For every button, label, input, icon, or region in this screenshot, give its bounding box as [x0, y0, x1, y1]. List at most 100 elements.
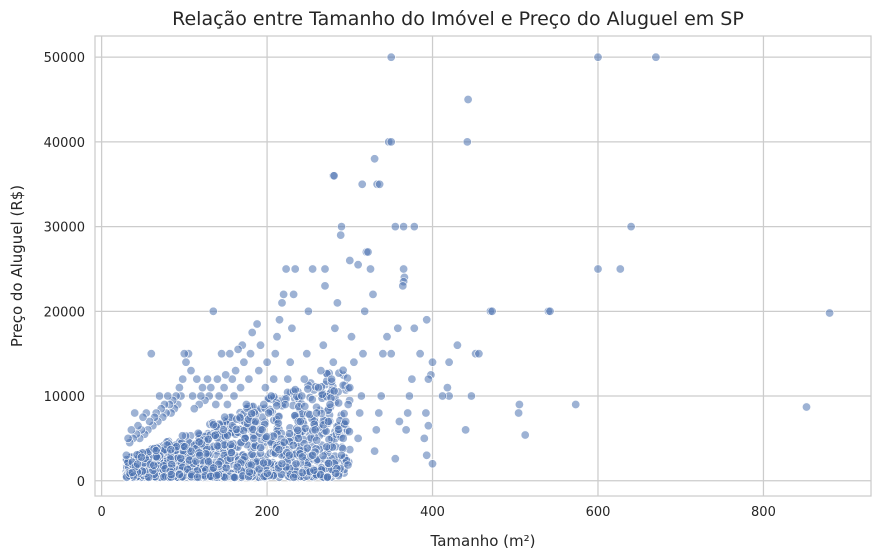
data-point — [285, 357, 295, 367]
data-point — [345, 383, 355, 393]
data-point — [227, 374, 237, 384]
data-point — [279, 437, 289, 447]
data-point — [343, 399, 353, 409]
data-point — [288, 440, 298, 450]
data-point — [204, 457, 214, 467]
data-point — [356, 391, 366, 401]
data-point — [374, 408, 384, 418]
data-point — [330, 323, 340, 333]
data-point — [295, 416, 305, 426]
x-tick-labels: 0 200 400 600 800 — [97, 505, 775, 520]
data-point — [270, 349, 280, 359]
data-point — [378, 349, 388, 359]
data-point — [297, 391, 307, 401]
data-point — [226, 447, 236, 457]
data-point — [144, 472, 154, 482]
data-point — [651, 52, 661, 62]
data-point — [252, 319, 262, 329]
data-point — [146, 349, 156, 359]
data-point — [427, 357, 437, 367]
data-point — [302, 349, 312, 359]
data-point — [178, 431, 188, 441]
data-point — [297, 452, 307, 462]
data-point — [422, 315, 432, 325]
data-point — [462, 137, 472, 147]
data-point — [399, 264, 409, 274]
data-point — [133, 421, 143, 431]
data-point — [346, 332, 356, 342]
data-point — [370, 154, 380, 164]
data-point — [210, 430, 220, 440]
data-point — [178, 374, 188, 384]
data-point — [163, 391, 173, 401]
data-point — [368, 289, 378, 299]
data-point — [626, 222, 636, 232]
plot-frame — [94, 35, 872, 497]
data-point — [341, 416, 351, 426]
data-point — [520, 430, 530, 440]
data-point — [240, 433, 250, 443]
data-point — [127, 467, 137, 477]
data-point — [401, 425, 411, 435]
data-point — [179, 349, 189, 359]
data-point — [336, 450, 346, 460]
data-point — [593, 264, 603, 274]
data-point — [174, 469, 184, 479]
data-point — [386, 52, 396, 62]
data-point — [370, 446, 380, 456]
data-point — [281, 264, 291, 274]
data-point — [312, 435, 322, 445]
data-point — [235, 413, 245, 423]
data-point — [229, 391, 239, 401]
x-tick-label: 0 — [97, 505, 105, 520]
data-point — [255, 340, 265, 350]
data-point — [219, 383, 229, 393]
data-point — [222, 399, 232, 409]
data-point — [290, 264, 300, 274]
data-point — [206, 383, 216, 393]
data-point — [452, 340, 462, 350]
data-point — [264, 408, 274, 418]
data-point — [320, 281, 330, 291]
data-point — [442, 383, 452, 393]
data-point — [421, 408, 431, 418]
data-point — [266, 391, 276, 401]
data-point — [394, 416, 404, 426]
data-point — [355, 408, 365, 418]
data-point — [423, 374, 433, 384]
data-point — [358, 349, 368, 359]
data-point — [322, 442, 332, 452]
data-point — [514, 408, 524, 418]
data-point — [289, 472, 299, 482]
data-point — [309, 465, 319, 475]
data-point — [212, 374, 222, 384]
data-point — [166, 445, 176, 455]
data-point — [193, 472, 203, 482]
data-point — [386, 137, 396, 147]
data-point — [303, 306, 313, 316]
data-point — [403, 408, 413, 418]
data-point — [338, 433, 348, 443]
data-point — [801, 402, 811, 412]
y-tick-label: 20000 — [44, 305, 85, 320]
data-point — [149, 460, 159, 470]
data-point — [247, 327, 257, 337]
data-point — [323, 416, 333, 426]
data-point — [409, 323, 419, 333]
data-point — [427, 459, 437, 469]
data-point — [371, 425, 381, 435]
data-point — [138, 412, 148, 422]
data-point — [145, 416, 155, 426]
data-point — [423, 421, 433, 431]
data-point — [254, 366, 264, 376]
data-point — [312, 408, 322, 418]
data-point — [409, 222, 419, 232]
data-point — [274, 445, 284, 455]
data-point — [277, 459, 287, 469]
data-point — [181, 357, 191, 367]
data-point — [174, 383, 184, 393]
x-tick-label: 800 — [751, 505, 776, 520]
data-point — [339, 409, 349, 419]
data-point — [437, 391, 447, 401]
